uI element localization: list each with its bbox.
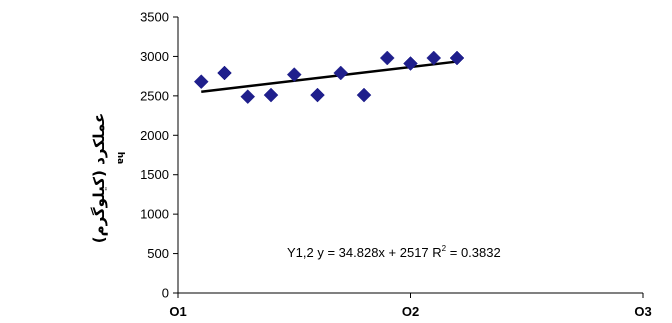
x-tick-label: O1 [169, 304, 186, 319]
data-point [263, 87, 279, 103]
data-point [240, 89, 256, 104]
y-tick-label: 0 [162, 286, 169, 301]
trendline-equation-main: Y1,2 y = 34.828x + 2517 R [287, 245, 442, 260]
y-tick-label: 3500 [140, 10, 169, 25]
data-point [310, 87, 325, 103]
y-axis-ticks: 0 500 1000 1500 2000 2500 3000 3500 [140, 10, 178, 301]
data-point [286, 67, 302, 82]
data-points [193, 50, 465, 104]
trendline-equation-sup: 2 [442, 244, 447, 253]
trendline-equation-tail: = 0.3832 [446, 245, 501, 260]
y-tick-label: 1000 [140, 207, 169, 222]
data-point [449, 50, 465, 66]
trendline-equation: Y1,2 y = 34.828x + 2517 R2 = 0.3832 [287, 244, 501, 260]
data-point [403, 56, 418, 71]
data-point [217, 65, 232, 81]
x-axis-ticks: O1 O2 O3 [169, 293, 652, 319]
y-tick-label: 2500 [140, 88, 169, 103]
data-point [426, 50, 442, 66]
y-tick-label: 1500 [140, 167, 169, 182]
data-point [193, 74, 209, 90]
x-tick-label: O3 [634, 304, 651, 319]
y-tick-label: 3000 [140, 49, 169, 64]
data-point [356, 87, 372, 103]
trendline-group [201, 60, 458, 94]
data-point [333, 65, 349, 81]
trendline [201, 60, 458, 94]
y-axis-label-unit: ha [115, 152, 125, 164]
data-point [379, 50, 395, 66]
y-tick-label: 2000 [140, 128, 169, 143]
y-axis-label: عملکرد (کیلوگرم) [90, 113, 108, 244]
y-tick-label: 500 [147, 246, 169, 261]
x-tick-label: O2 [402, 304, 419, 319]
